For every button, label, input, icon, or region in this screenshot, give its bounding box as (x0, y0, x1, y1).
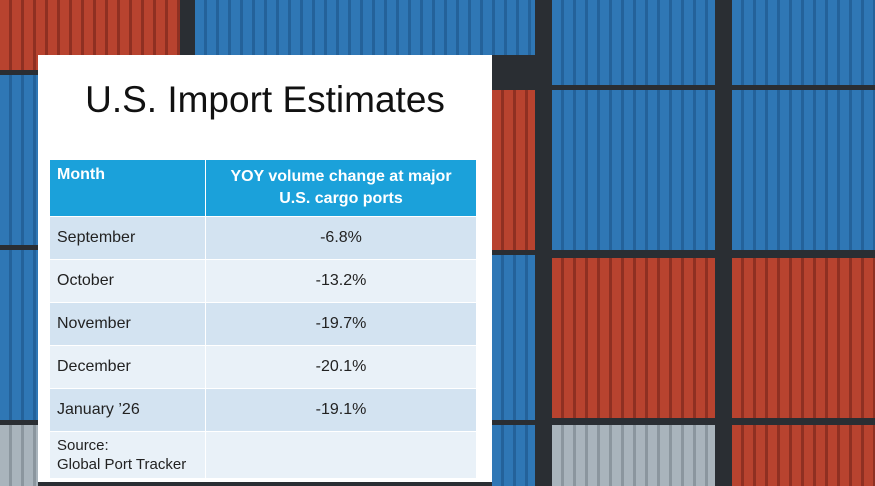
container (732, 258, 875, 418)
source-cell: Source: Global Port Tracker (50, 431, 206, 478)
empty-cell (205, 431, 476, 478)
container (0, 75, 38, 245)
change-cell: -6.8% (205, 216, 476, 260)
container (732, 425, 875, 486)
table: Month YOY volume change at major U.S. ca… (50, 160, 476, 478)
change-cell: -19.7% (205, 302, 476, 346)
container (492, 90, 535, 250)
month-cell: November (50, 302, 206, 346)
month-cell: December (50, 345, 206, 389)
container (492, 425, 535, 486)
container (552, 90, 715, 250)
change-cell: -20.1% (205, 345, 476, 389)
container (732, 0, 875, 85)
container (552, 425, 715, 486)
header-cell: YOY volume change at major U.S. cargo po… (205, 160, 476, 217)
change-cell: -19.1% (205, 388, 476, 432)
container (195, 0, 535, 55)
table-row: November -19.7% (50, 302, 476, 346)
month-cell: January ’26 (50, 388, 206, 432)
table-row: October -13.2% (50, 259, 476, 303)
change-cell: -13.2% (205, 259, 476, 303)
table-body: September -6.8% October -13.2% November -19.7… (50, 216, 476, 478)
table-row: December -20.1% (50, 345, 476, 389)
container (0, 425, 38, 486)
source-row: Source: Global Port Tracker (50, 431, 476, 478)
month-cell: September (50, 216, 206, 260)
month-cell: October (50, 259, 206, 303)
container (552, 258, 715, 418)
container (732, 90, 875, 250)
table-row: January ’26 -19.1% (50, 388, 476, 432)
title: U.S. Import Estimates (85, 79, 445, 120)
table-row: September -6.8% (50, 216, 476, 260)
header-row: Month YOY volume change at major U.S. ca… (50, 160, 476, 217)
container (0, 250, 38, 420)
panel: U.S. Import Estimates Month YOY volume c… (38, 55, 492, 482)
container (492, 255, 535, 420)
header-cell: Month (50, 160, 206, 217)
container (552, 0, 715, 85)
